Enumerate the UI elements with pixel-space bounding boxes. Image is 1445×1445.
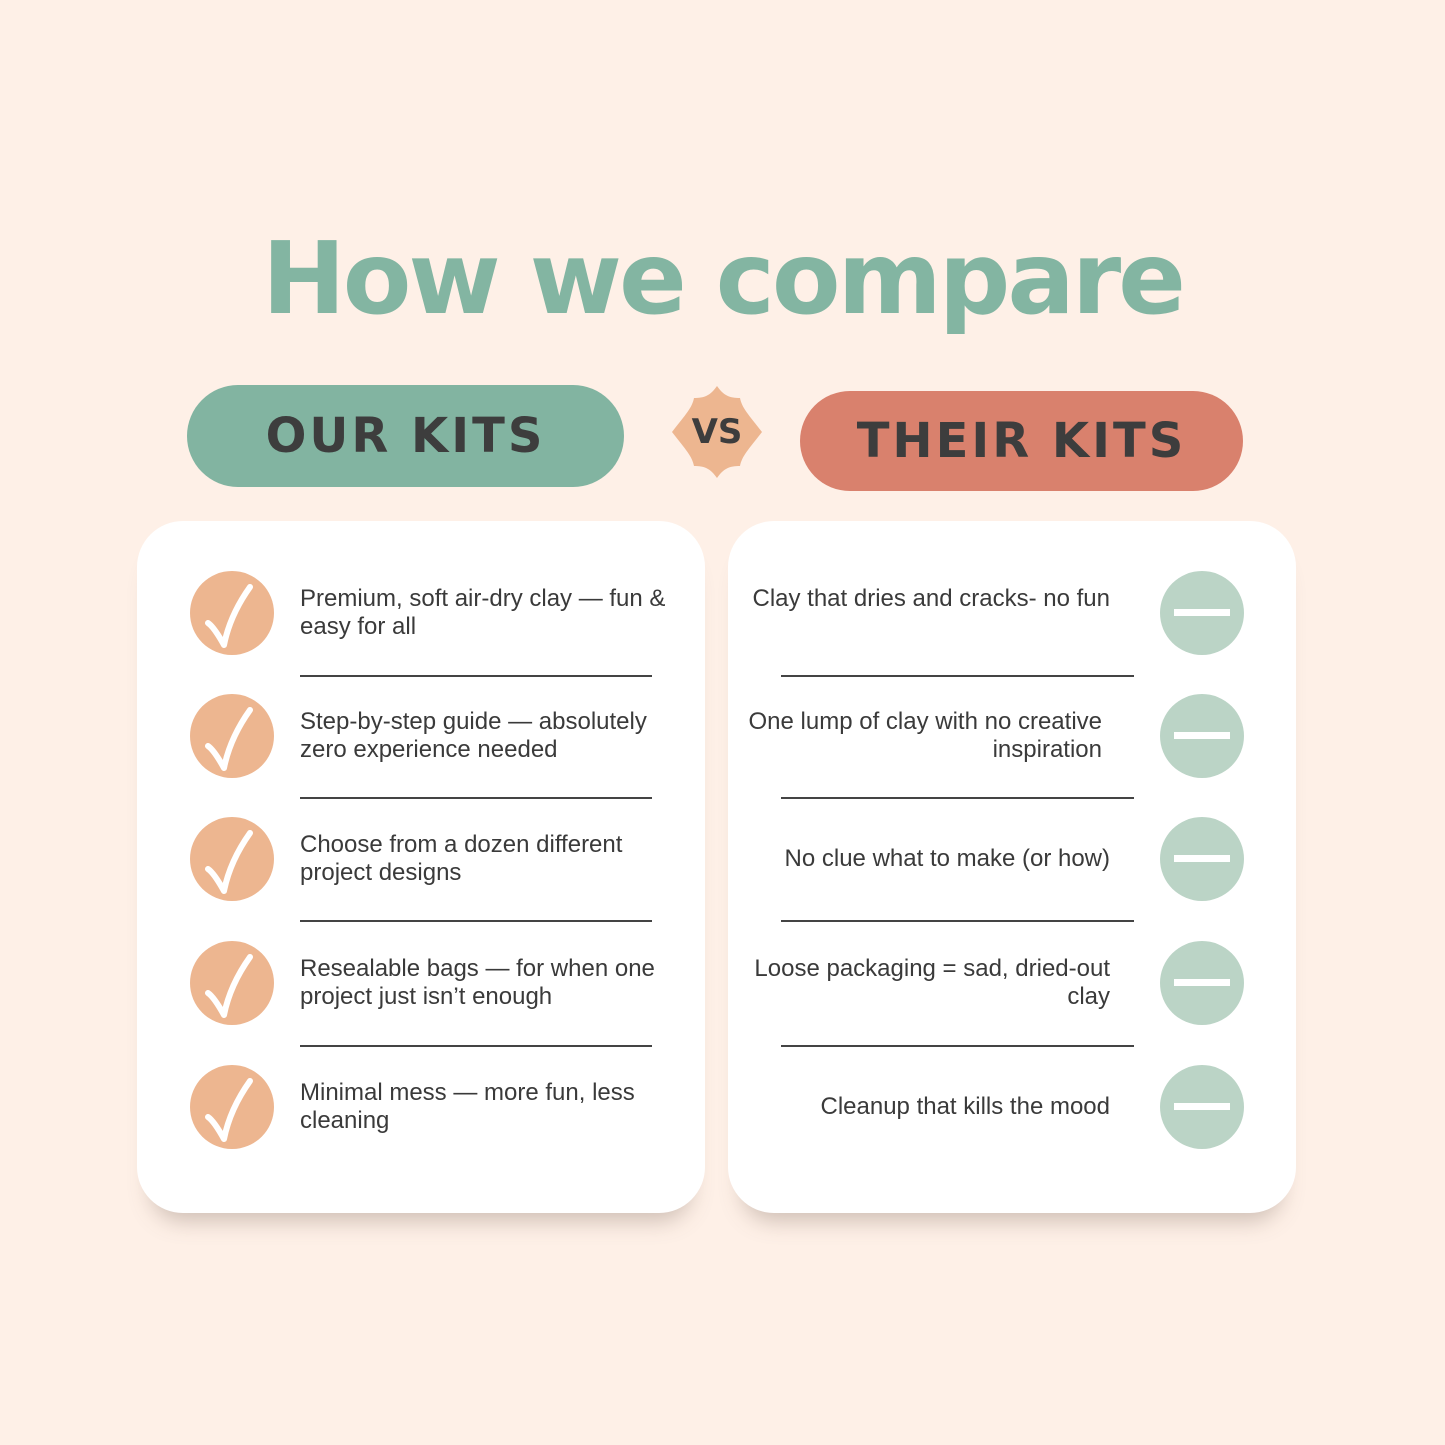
vs-badge: VS <box>668 384 766 480</box>
minus-icon <box>1160 817 1244 901</box>
their-kits-item: No clue what to make (or how) <box>784 845 1110 872</box>
their-kits-item: Clay that dries and cracks- no fun <box>752 585 1110 612</box>
divider <box>781 675 1134 677</box>
divider <box>300 1045 652 1047</box>
divider <box>781 797 1134 799</box>
vs-label: VS <box>691 412 743 452</box>
check-icon <box>190 694 274 778</box>
their-kits-item: Cleanup that kills the mood <box>820 1093 1111 1120</box>
minus-icon <box>1160 941 1244 1025</box>
their-kits-header: THEIR KITS <box>800 391 1243 491</box>
badge-shape-icon <box>672 386 762 478</box>
our-kits-item: Choose from a dozen different project de… <box>300 831 623 886</box>
our-kits-item: Minimal mess — more fun, less cleaning <box>300 1079 635 1134</box>
divider <box>781 920 1134 922</box>
minus-icon <box>1160 1065 1244 1149</box>
our-kits-item: Resealable bags — for when one project j… <box>300 955 655 1010</box>
our-kits-item: Premium, soft air-dry clay — fun & easy … <box>300 585 666 640</box>
check-icon <box>190 571 274 655</box>
check-icon <box>190 941 274 1025</box>
page-title: How we compare <box>262 220 1186 337</box>
check-icon <box>190 817 274 901</box>
their-kits-item: One lump of clay with no creative inspir… <box>748 708 1103 763</box>
divider <box>300 920 652 922</box>
check-icon <box>190 1065 274 1149</box>
our-kits-item: Step-by-step guide — absolutely zero exp… <box>300 708 647 763</box>
divider <box>781 1045 1134 1047</box>
minus-icon <box>1160 571 1244 655</box>
minus-icon <box>1160 694 1244 778</box>
their-kits-item: Loose packaging = sad, dried-out clay <box>754 955 1110 1010</box>
divider <box>300 797 652 799</box>
our-kits-header: OUR KITS <box>187 385 624 487</box>
divider <box>300 675 652 677</box>
